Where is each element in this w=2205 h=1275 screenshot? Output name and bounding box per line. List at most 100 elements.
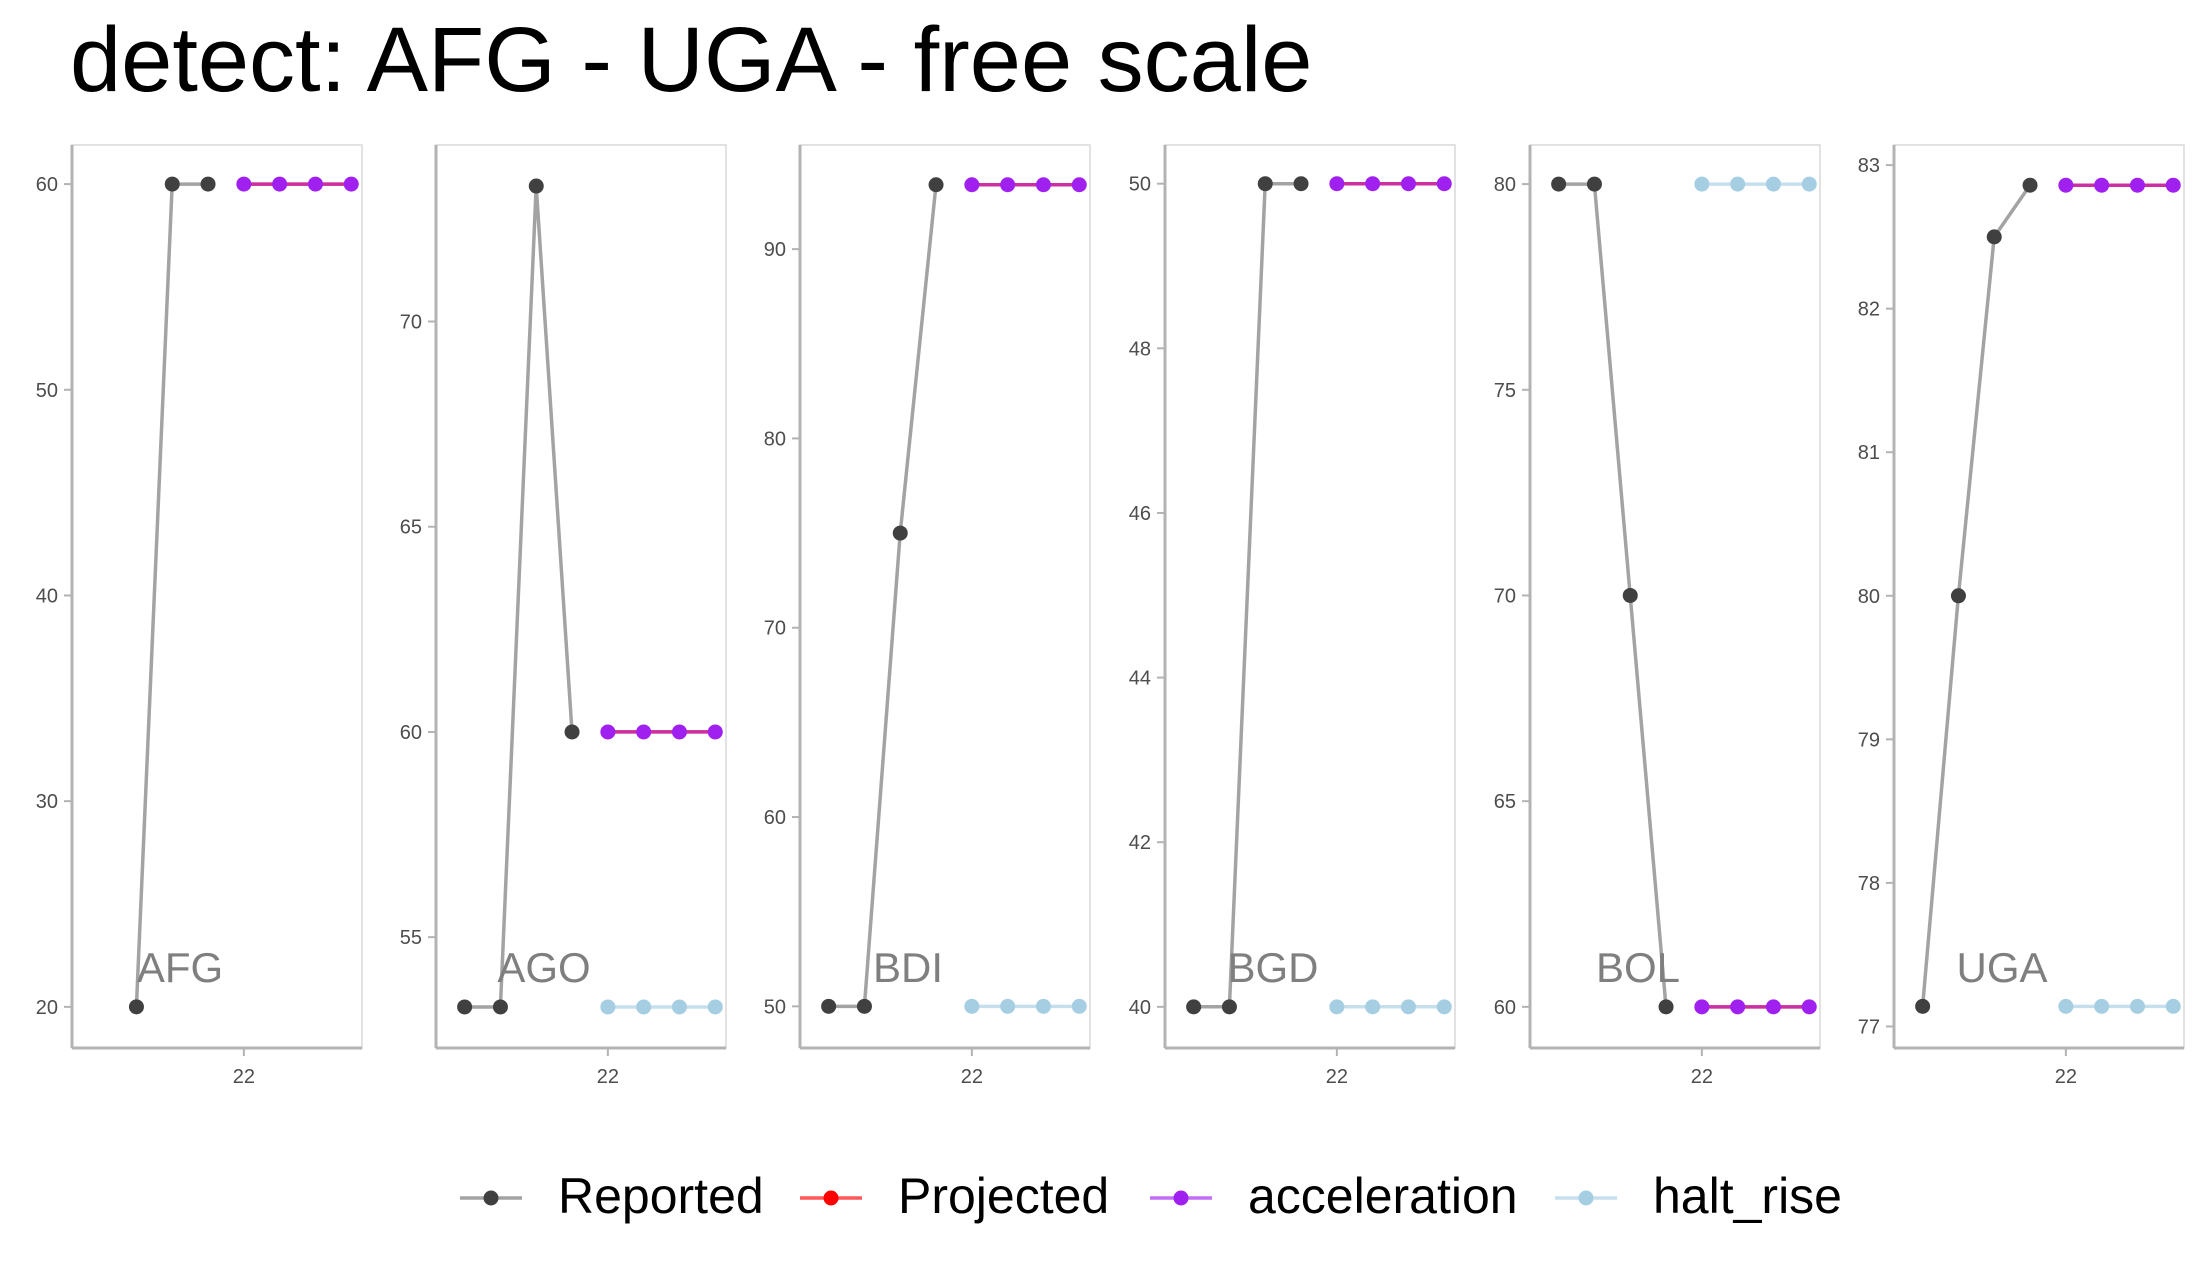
- data-point-reported: [1950, 588, 1966, 604]
- legend-key-point: [823, 1190, 839, 1206]
- y-tick-label: 70: [764, 618, 786, 640]
- data-point-acceleration: [236, 176, 252, 192]
- data-point-halt_rise: [1765, 176, 1781, 192]
- y-tick-label: 60: [764, 807, 786, 829]
- data-point-halt_rise: [2165, 998, 2181, 1014]
- x-tick-label: 22: [961, 1066, 983, 1088]
- series-line-reported: [1558, 182, 1668, 1008]
- data-point-acceleration: [1801, 999, 1817, 1015]
- data-point-reported: [1622, 587, 1638, 603]
- data-point-reported: [164, 176, 180, 192]
- y-tick-label: 65: [400, 517, 422, 539]
- data-point-reported: [1221, 999, 1237, 1015]
- data-point-halt_rise: [1000, 998, 1016, 1014]
- data-point-acceleration: [1436, 176, 1452, 192]
- legend-label: halt_rise: [1653, 1168, 1842, 1224]
- legend: Reported Projected acceleration halt_rise: [460, 1168, 1842, 1224]
- data-point-acceleration: [343, 176, 359, 192]
- data-point-reported: [856, 998, 872, 1014]
- y-tick-label: 40: [1129, 997, 1151, 1019]
- panel-border: [799, 144, 1091, 1049]
- chart-title: detect: AFG - UGA - free scale: [70, 9, 1313, 111]
- data-point-acceleration: [1071, 177, 1087, 193]
- data-point-acceleration: [2058, 177, 2074, 193]
- data-point-acceleration: [1730, 999, 1746, 1015]
- y-tick-label: 83: [1858, 155, 1880, 177]
- panel-label: AGO: [497, 944, 590, 991]
- legend-item-acceleration: acceleration: [1150, 1168, 1518, 1224]
- panel-border: [1164, 144, 1456, 1049]
- data-point-halt_rise: [1035, 998, 1051, 1014]
- panel-bol: 60 65 70 75 80 22 BOL: [1494, 144, 1821, 1088]
- legend-key-point: [1578, 1190, 1594, 1206]
- data-point-reported: [200, 176, 216, 192]
- panel-ago: 55 60 65 70 22 AGO: [400, 144, 727, 1088]
- legend-label: Projected: [898, 1168, 1109, 1224]
- legend-key-point: [483, 1190, 499, 1206]
- data-point-halt_rise: [2094, 998, 2110, 1014]
- legend-item-projected: Projected: [800, 1168, 1109, 1224]
- x-tick-label: 22: [1326, 1066, 1348, 1088]
- data-point-halt_rise: [671, 999, 687, 1015]
- data-point-reported: [1257, 176, 1273, 192]
- data-point-acceleration: [964, 177, 980, 193]
- data-point-reported: [1586, 176, 1602, 192]
- panels-group: 20 30 40 50 60 22 AFG 55 60 65 70 22 AGO 50 60 70 80 90 22…: [36, 144, 2185, 1088]
- data-point-reported: [528, 178, 544, 194]
- data-point-halt_rise: [1400, 999, 1416, 1015]
- data-point-halt_rise: [2129, 998, 2145, 1014]
- data-point-halt_rise: [964, 998, 980, 1014]
- data-point-acceleration: [2129, 177, 2145, 193]
- data-point-acceleration: [1694, 999, 1710, 1015]
- data-point-reported: [1658, 999, 1674, 1015]
- data-point-reported: [128, 999, 144, 1015]
- legend-item-reported: Reported: [460, 1168, 764, 1224]
- y-tick-label: 50: [764, 996, 786, 1018]
- data-point-acceleration: [1035, 177, 1051, 193]
- data-point-halt_rise: [1694, 176, 1710, 192]
- y-tick-label: 80: [764, 428, 786, 450]
- data-point-acceleration: [1365, 176, 1381, 192]
- data-point-halt_rise: [1436, 999, 1452, 1015]
- panel-border: [71, 144, 363, 1049]
- y-tick-label: 30: [36, 791, 58, 813]
- data-point-reported: [821, 998, 837, 1014]
- y-tick-label: 80: [1494, 174, 1516, 196]
- data-point-reported: [1551, 176, 1567, 192]
- y-tick-label: 60: [1494, 997, 1516, 1019]
- y-tick-label: 80: [1858, 586, 1880, 608]
- panel-border: [1893, 144, 2185, 1049]
- data-point-reported: [1186, 999, 1202, 1015]
- data-point-halt_rise: [1329, 999, 1345, 1015]
- data-point-acceleration: [707, 724, 723, 740]
- data-point-halt_rise: [2058, 998, 2074, 1014]
- data-point-acceleration: [1329, 176, 1345, 192]
- legend-item-halt_rise: halt_rise: [1555, 1168, 1842, 1224]
- data-point-acceleration: [671, 724, 687, 740]
- data-point-acceleration: [1765, 999, 1781, 1015]
- panel-border: [1529, 144, 1821, 1049]
- series-line-reported: [1920, 184, 2032, 1007]
- y-tick-label: 50: [36, 380, 58, 402]
- legend-label: Reported: [558, 1168, 764, 1224]
- panel-afg: 20 30 40 50 60 22 AFG: [36, 144, 363, 1088]
- data-point-reported: [892, 525, 908, 541]
- data-point-reported: [564, 724, 580, 740]
- data-point-halt_rise: [600, 999, 616, 1015]
- y-tick-label: 70: [400, 311, 422, 333]
- data-point-reported: [928, 177, 944, 193]
- data-point-halt_rise: [707, 999, 723, 1015]
- data-point-reported: [457, 999, 473, 1015]
- panel-label: UGA: [1956, 944, 2047, 991]
- series-line-reported: [828, 184, 938, 1009]
- data-point-halt_rise: [1071, 998, 1087, 1014]
- data-point-halt_rise: [636, 999, 652, 1015]
- y-tick-label: 65: [1494, 791, 1516, 813]
- series-line-reported: [134, 182, 208, 1007]
- data-point-halt_rise: [1801, 176, 1817, 192]
- data-point-halt_rise: [1365, 999, 1381, 1015]
- legend-label: acceleration: [1248, 1168, 1518, 1224]
- y-tick-label: 40: [36, 585, 58, 607]
- data-point-acceleration: [1000, 177, 1016, 193]
